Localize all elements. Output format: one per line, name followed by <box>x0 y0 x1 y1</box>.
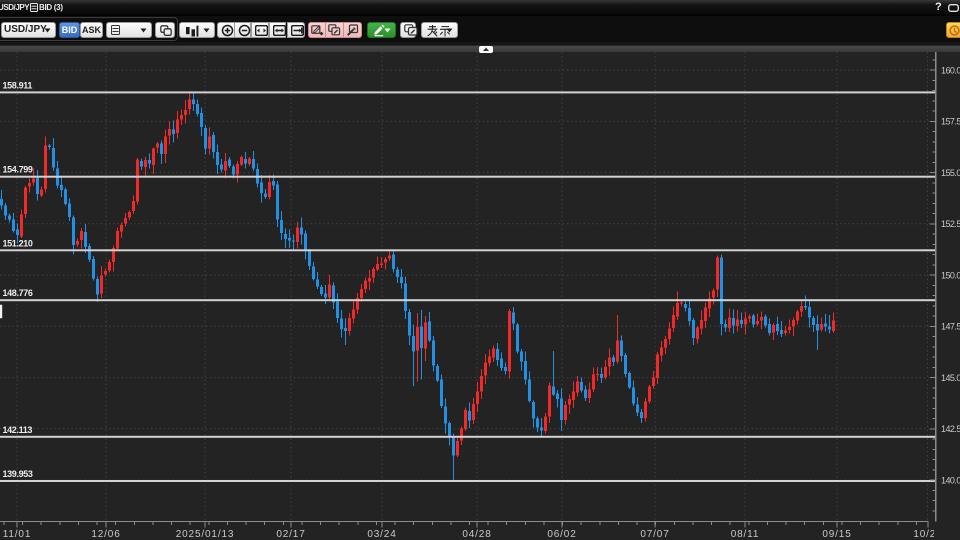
svg-text:04/28: 04/28 <box>462 529 491 540</box>
svg-text:142.113: 142.113 <box>3 425 33 435</box>
svg-text:145.000: 145.000 <box>941 373 960 383</box>
svg-text:11/01: 11/01 <box>3 529 32 540</box>
svg-text:139.953: 139.953 <box>3 469 33 479</box>
svg-text:07/07: 07/07 <box>640 529 669 540</box>
svg-text:142.500: 142.500 <box>941 424 960 434</box>
svg-text:09/15: 09/15 <box>822 529 851 540</box>
svg-text:158.911: 158.911 <box>3 80 33 90</box>
svg-text:157.500: 157.500 <box>941 117 960 127</box>
svg-text:12/06: 12/06 <box>91 529 120 540</box>
svg-text:148.776: 148.776 <box>3 288 33 298</box>
svg-text:150.000: 150.000 <box>941 270 960 280</box>
svg-text:155.000: 155.000 <box>941 168 960 178</box>
svg-text:03/24: 03/24 <box>367 529 396 540</box>
svg-text:06/02: 06/02 <box>547 529 576 540</box>
svg-text:147.500: 147.500 <box>941 322 960 332</box>
svg-text:154.799: 154.799 <box>3 165 33 175</box>
svg-text:10/20: 10/20 <box>913 529 942 540</box>
svg-text:140.000: 140.000 <box>941 475 960 485</box>
svg-text:2025/01/13: 2025/01/13 <box>176 529 235 540</box>
svg-text:152.500: 152.500 <box>941 219 960 229</box>
svg-text:08/11: 08/11 <box>731 529 760 540</box>
svg-text:160.000: 160.000 <box>941 65 960 75</box>
svg-text:151.210: 151.210 <box>3 238 33 248</box>
svg-text:02/17: 02/17 <box>276 529 305 540</box>
